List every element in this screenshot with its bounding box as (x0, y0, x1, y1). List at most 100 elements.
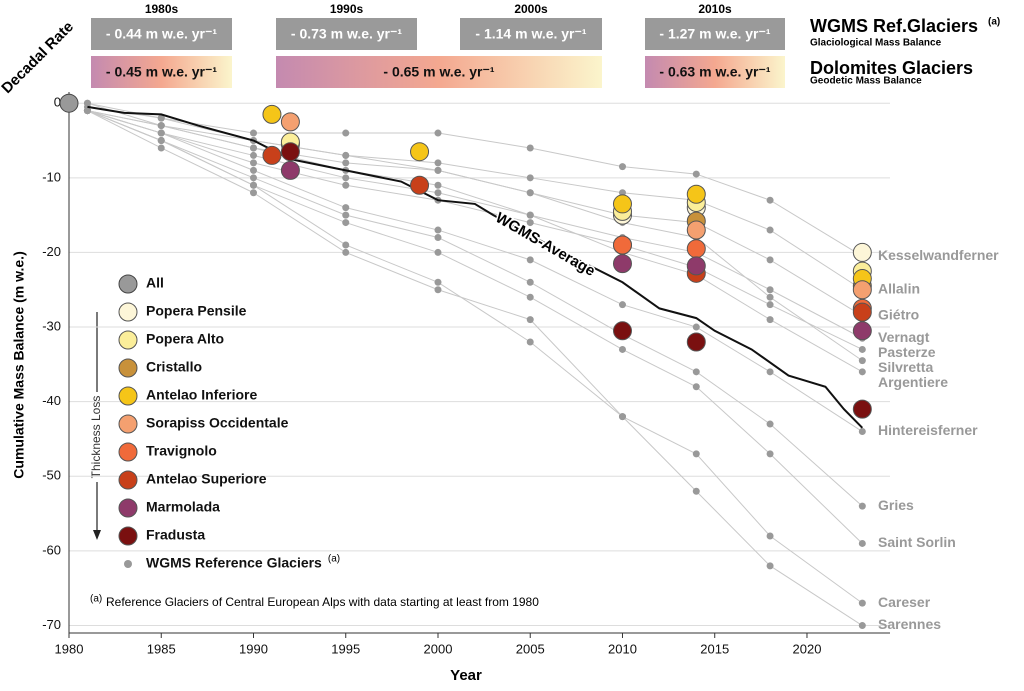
dolomite-point (612, 194, 632, 214)
reference-point (249, 189, 257, 197)
y-axis-label: Cumulative Mass Balance (m w.e.) (11, 251, 27, 478)
dolomites-rate-box (91, 56, 232, 88)
x-tick-label: 2015 (700, 641, 729, 656)
legend-marker (118, 414, 138, 434)
reference-point (692, 450, 700, 458)
legend-label: Travignolo (146, 443, 217, 459)
reference-point (766, 256, 774, 264)
dolomite-point (686, 220, 706, 240)
rate-label: Decadal Rate (0, 18, 77, 97)
wgms-title: WGMS Ref.Glaciers (810, 16, 978, 36)
dolomite-point (612, 321, 632, 341)
legend-label: Marmolada (146, 499, 220, 515)
glacier-label: Giétro (878, 307, 919, 323)
reference-point (434, 181, 442, 189)
reference-point (434, 226, 442, 234)
reference-point (526, 189, 534, 197)
legend-marker (118, 526, 138, 546)
reference-point (692, 170, 700, 178)
dolomite-point (612, 254, 632, 274)
reference-point (858, 357, 866, 365)
reference-point (618, 163, 626, 171)
reference-point (83, 99, 91, 107)
glacier-label: Gries (878, 497, 914, 513)
dolomite-point (686, 184, 706, 204)
reference-point (434, 189, 442, 197)
legend-marker (118, 498, 138, 518)
reference-line (87, 110, 863, 507)
reference-point (766, 420, 774, 428)
legend-marker (118, 274, 138, 294)
reference-point (342, 151, 350, 159)
legend-marker (118, 302, 138, 322)
reference-line (87, 110, 863, 317)
reference-point (692, 383, 700, 391)
dolomite-point (262, 104, 282, 124)
dolomites-rate-box (276, 56, 602, 88)
reference-point (157, 144, 165, 152)
average-line (87, 105, 864, 429)
decade-label: 1990s (330, 2, 364, 16)
x-tick-label: 2020 (793, 641, 822, 656)
reference-point (526, 174, 534, 182)
glacier-label: Allalin (878, 280, 920, 296)
legend-marker (124, 560, 132, 568)
average-label: WGMS-Average (493, 209, 598, 280)
reference-point (249, 166, 257, 174)
reference-point (434, 286, 442, 294)
reference-line (87, 102, 863, 362)
reference-point (618, 301, 626, 309)
legend-label: Cristallo (146, 359, 202, 375)
dolomite-point (410, 142, 430, 162)
reference-point (342, 219, 350, 227)
glacier-label: Kesselwandferner (878, 247, 999, 263)
reference-point (342, 159, 350, 167)
reference-point (766, 450, 774, 458)
reference-point (249, 181, 257, 189)
dolomite-point (852, 302, 872, 322)
dolomite-point (280, 142, 300, 162)
reference-point (526, 278, 534, 286)
reference-point (858, 345, 866, 353)
grid (69, 102, 890, 627)
reference-point (766, 562, 774, 570)
dolomite-point (280, 112, 300, 132)
glacier-label: Silvretta (878, 359, 933, 375)
reference-point (434, 278, 442, 286)
reference-point (249, 144, 257, 152)
reference-point (526, 293, 534, 301)
y-tick-label: -20 (42, 244, 61, 259)
reference-point (434, 166, 442, 174)
all-point (59, 93, 79, 113)
dolomite-point (410, 175, 430, 195)
dolomites-subtitle: Geodetic Mass Balance (810, 76, 922, 87)
reference-point (526, 256, 534, 264)
legend-note: (a) (328, 554, 340, 565)
x-axis-label: Year (450, 667, 482, 684)
y-tick-label: 0 (54, 95, 61, 110)
reference-point (692, 323, 700, 331)
reference-point (342, 241, 350, 249)
wgms-rate: - 1.14 m w.e. yr⁻¹ (475, 26, 586, 42)
reference-point (858, 622, 866, 630)
decade-label: 2000s (514, 2, 548, 16)
reference-point (526, 316, 534, 324)
wgms-rate: - 0.73 m w.e. yr⁻¹ (291, 26, 402, 42)
legend-marker (118, 358, 138, 378)
x-tick-label: 1985 (147, 641, 176, 656)
reference-point (342, 204, 350, 212)
reference-point (692, 487, 700, 495)
y-tick-label: -60 (42, 542, 61, 557)
legend-label: Antelao Inferiore (146, 387, 257, 403)
reference-point (249, 151, 257, 159)
legend-marker (118, 442, 138, 462)
thickness-label: Thickness Loss (89, 396, 103, 479)
wgms-rate-box (91, 18, 232, 50)
legend-label: Sorapiss Occidentale (146, 415, 289, 431)
reference-point (434, 129, 442, 137)
reference-line (87, 106, 863, 257)
reference-point (434, 159, 442, 167)
reference-point (766, 196, 774, 204)
dolomite-point (262, 145, 282, 165)
